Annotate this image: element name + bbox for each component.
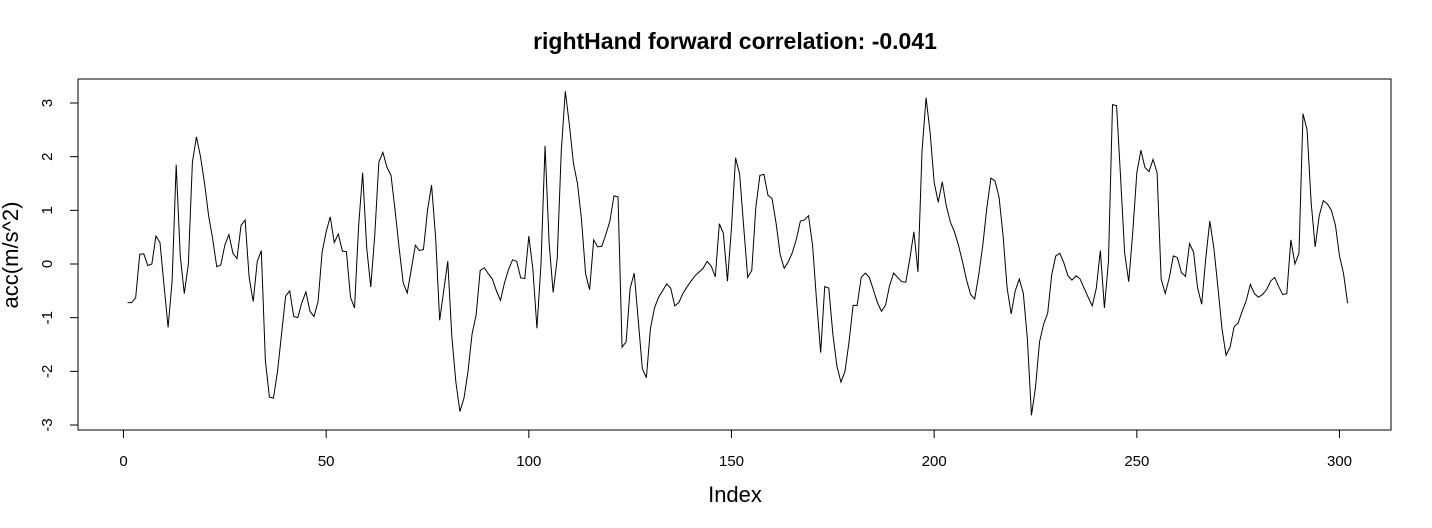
x-tick-label: 50 (318, 453, 335, 470)
y-axis-label: acc(m/s^2) (0, 202, 23, 309)
y-tick-label: 1 (39, 206, 56, 214)
y-tick-label: 2 (39, 152, 56, 160)
x-tick-label: 100 (516, 453, 541, 470)
x-tick-label: 300 (1327, 453, 1352, 470)
y-axis: -3 -2 -1 0 1 2 3 (39, 99, 79, 432)
x-axis: 0 50 100 150 200 250 300 (119, 429, 1352, 470)
x-tick-label: 200 (922, 453, 947, 470)
y-tick-label: -1 (39, 311, 56, 324)
x-tick-label: 0 (119, 453, 127, 470)
x-tick-label: 250 (1124, 453, 1149, 470)
x-axis-label: Index (708, 482, 762, 507)
y-tick-label: 0 (39, 260, 56, 268)
chart-title: rightHand forward correlation: -0.041 (533, 28, 937, 54)
y-tick-label: -3 (39, 418, 56, 431)
y-tick-label: 3 (39, 99, 56, 107)
y-tick-label: -2 (39, 365, 56, 378)
series-line (127, 91, 1349, 416)
x-tick-label: 150 (719, 453, 744, 470)
